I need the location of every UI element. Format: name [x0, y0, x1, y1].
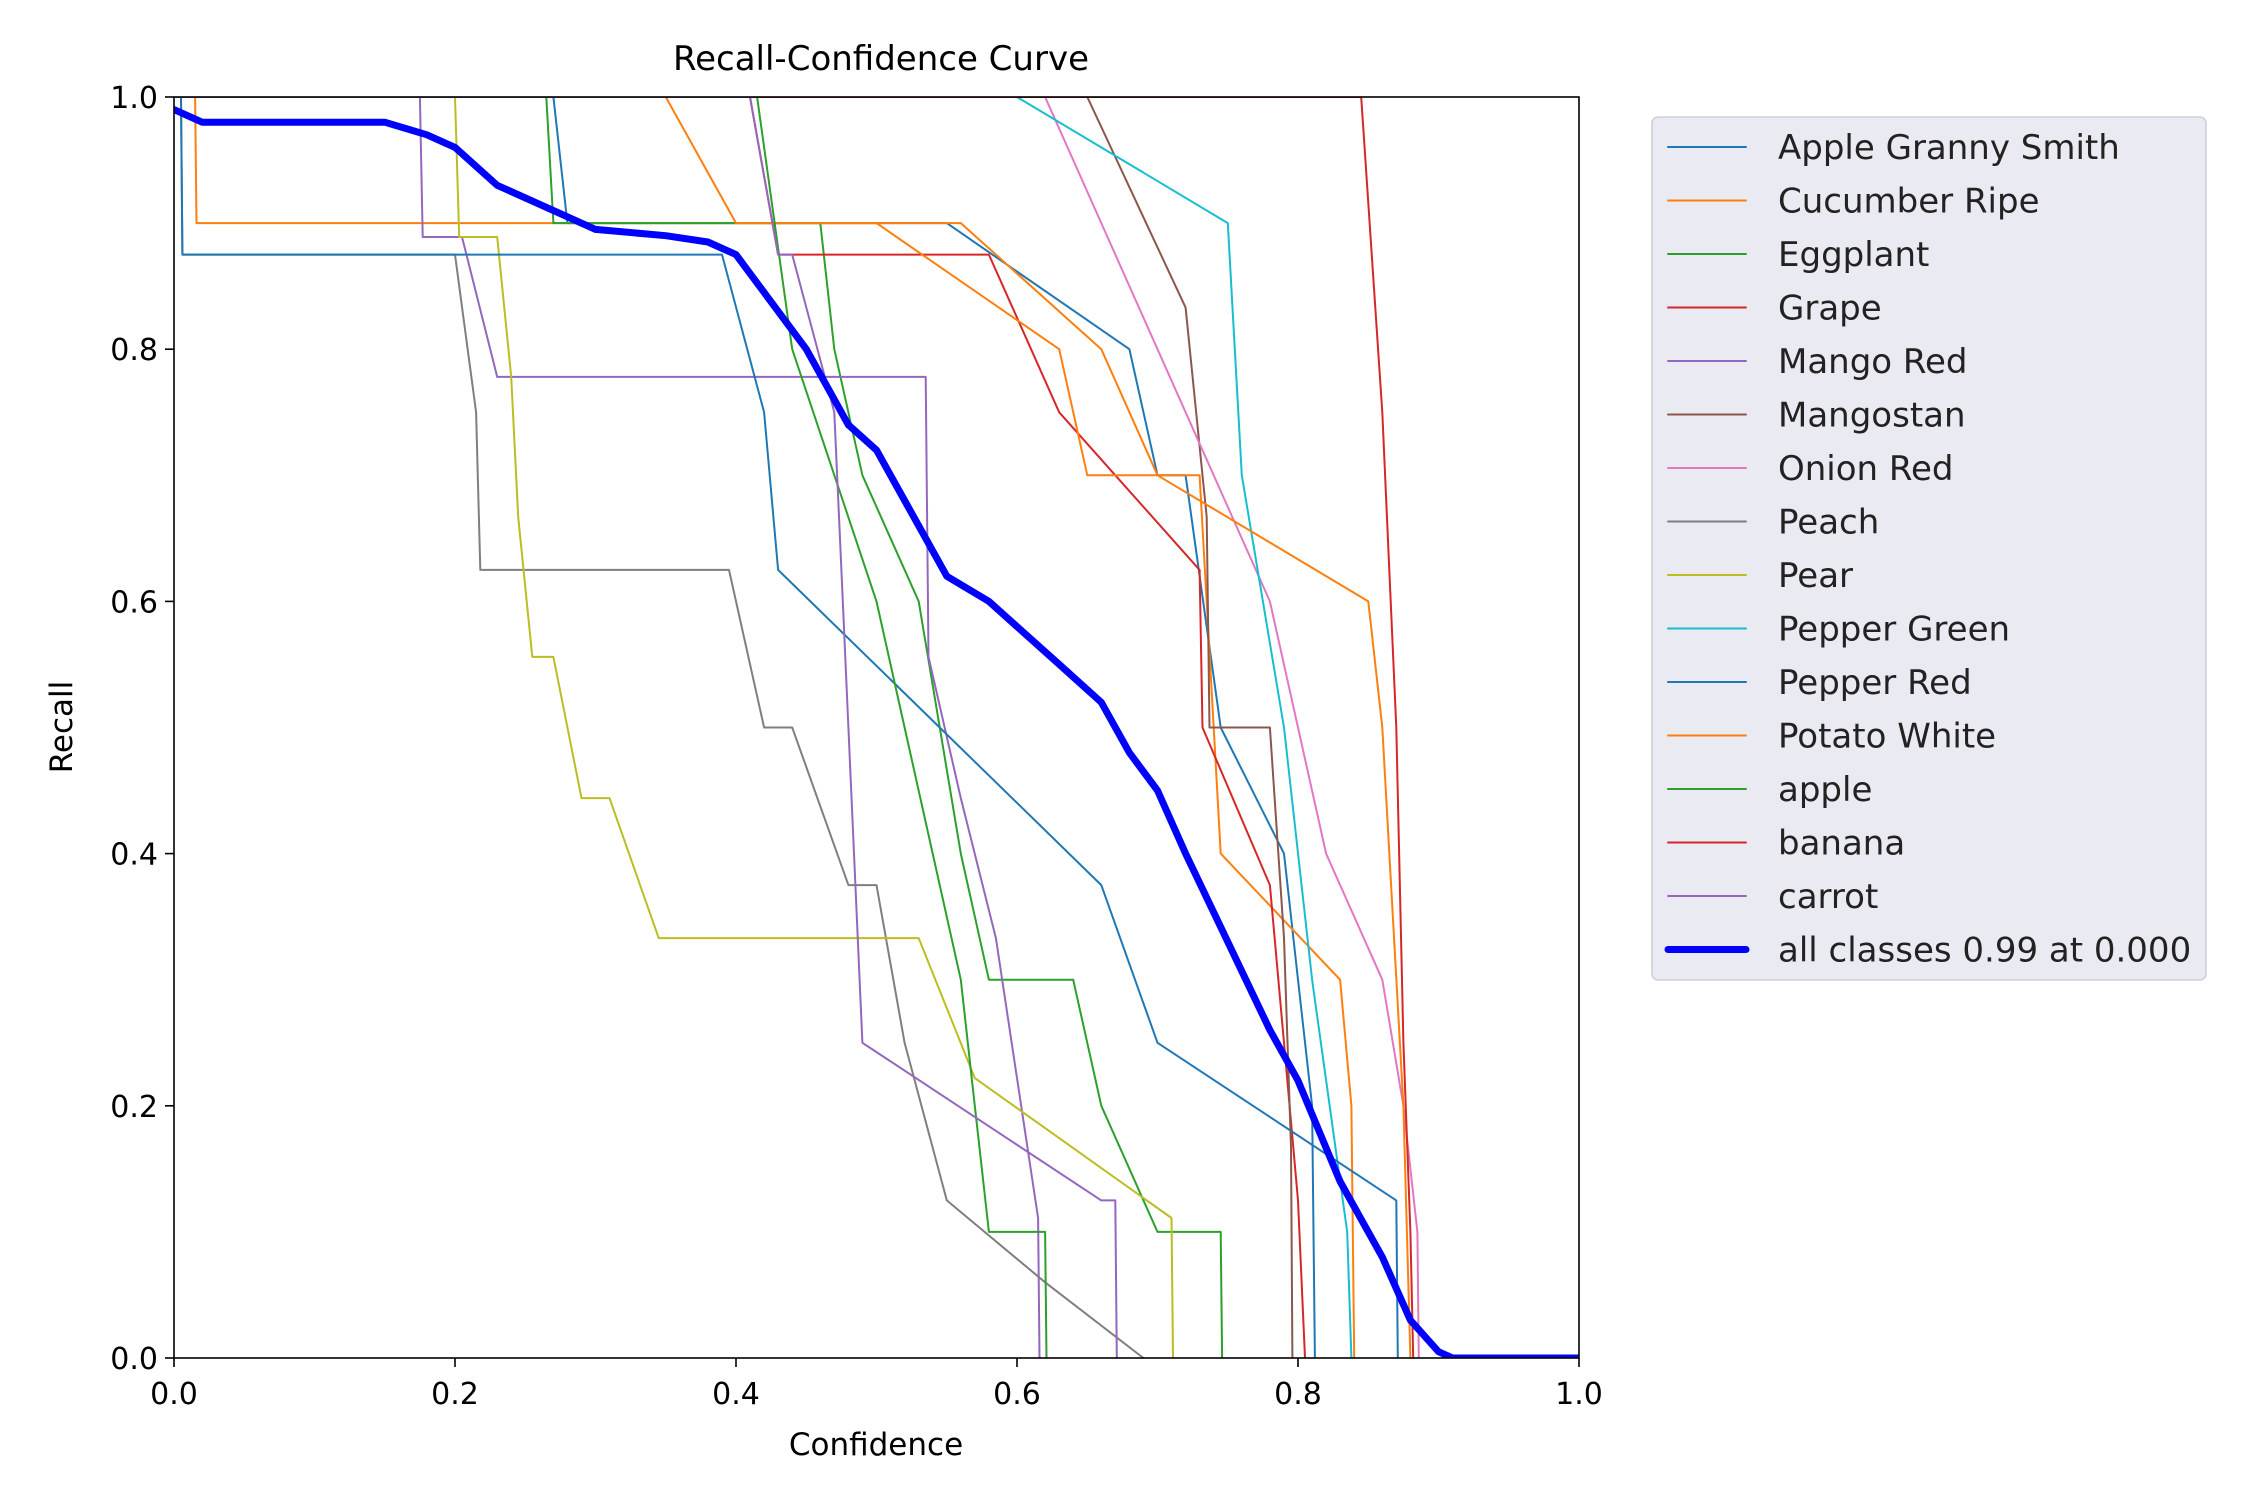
x-tick-label: 1.0	[1555, 1377, 1603, 1412]
series-line-10	[174, 97, 1399, 1358]
legend-label: Potato White	[1778, 717, 1996, 757]
y-tick-label: 1.0	[110, 81, 158, 116]
legend-label: Cucumber Ripe	[1778, 182, 2040, 222]
legend-box	[1651, 116, 2207, 981]
x-tick-label: 0.4	[712, 1377, 760, 1412]
series-line-15	[174, 106, 1579, 1358]
series-line-1	[174, 97, 1356, 1358]
y-tick-label: 0.2	[110, 1090, 158, 1125]
series-line-13	[174, 97, 1415, 1358]
legend-label: Onion Red	[1778, 449, 1954, 489]
legend-label: Pepper Red	[1778, 663, 1972, 703]
legend-label: apple	[1778, 770, 1872, 810]
legend-label: Apple Granny Smith	[1778, 128, 2120, 168]
series-line-6	[174, 97, 1420, 1358]
legend-label: Mango Red	[1778, 342, 1968, 382]
series-line-3	[174, 97, 1306, 1358]
series-line-11	[174, 97, 1412, 1358]
legend: Apple Granny Smith Cucumber Ripe Eggplant G…	[1651, 116, 2207, 981]
legend-label: Pepper Green	[1778, 610, 2010, 650]
x-axis-title: Confidence	[789, 1427, 963, 1463]
y-axis-title: Recall	[44, 681, 80, 774]
legend-label: Pear	[1778, 556, 1853, 596]
series-line-4	[174, 97, 1041, 1358]
legend-label: carrot	[1778, 877, 1878, 917]
legend-label: Mangostan	[1778, 396, 1966, 436]
x-tick-label: 0.2	[431, 1377, 479, 1412]
legend-label: Grape	[1778, 289, 1882, 329]
y-tick-label: 0.6	[110, 585, 158, 620]
y-tick-label: 0.0	[110, 1342, 158, 1377]
x-tick-label: 0.8	[1274, 1377, 1322, 1412]
x-tick-label: 0.6	[993, 1377, 1041, 1412]
x-axis: 0.0 0.2 0.4 0.6 0.8 1.0	[150, 1358, 1603, 1412]
legend-label: banana	[1778, 824, 1905, 864]
legend-label: Eggplant	[1778, 235, 1929, 275]
series-line-0	[174, 97, 1316, 1358]
series-line-5	[174, 97, 1294, 1358]
x-tick-label: 0.0	[150, 1377, 198, 1412]
plot-frame	[173, 96, 1580, 1359]
y-tick-label: 0.4	[110, 838, 158, 873]
series-line-2	[174, 97, 1224, 1358]
series-line-7	[174, 97, 1145, 1358]
legend-label: Peach	[1778, 503, 1879, 543]
y-axis: 0.0 0.2 0.4 0.6 0.8 1.0	[110, 81, 174, 1377]
series-line-12	[174, 97, 1048, 1358]
series-line-8	[174, 97, 1174, 1358]
legend-label: all classes 0.99 at 0.000	[1778, 931, 2191, 971]
chart-title: Recall-Confidence Curve	[673, 39, 1089, 79]
series-layer	[174, 97, 1579, 1358]
y-tick-label: 0.8	[110, 333, 158, 368]
series-line-14	[174, 97, 1118, 1358]
